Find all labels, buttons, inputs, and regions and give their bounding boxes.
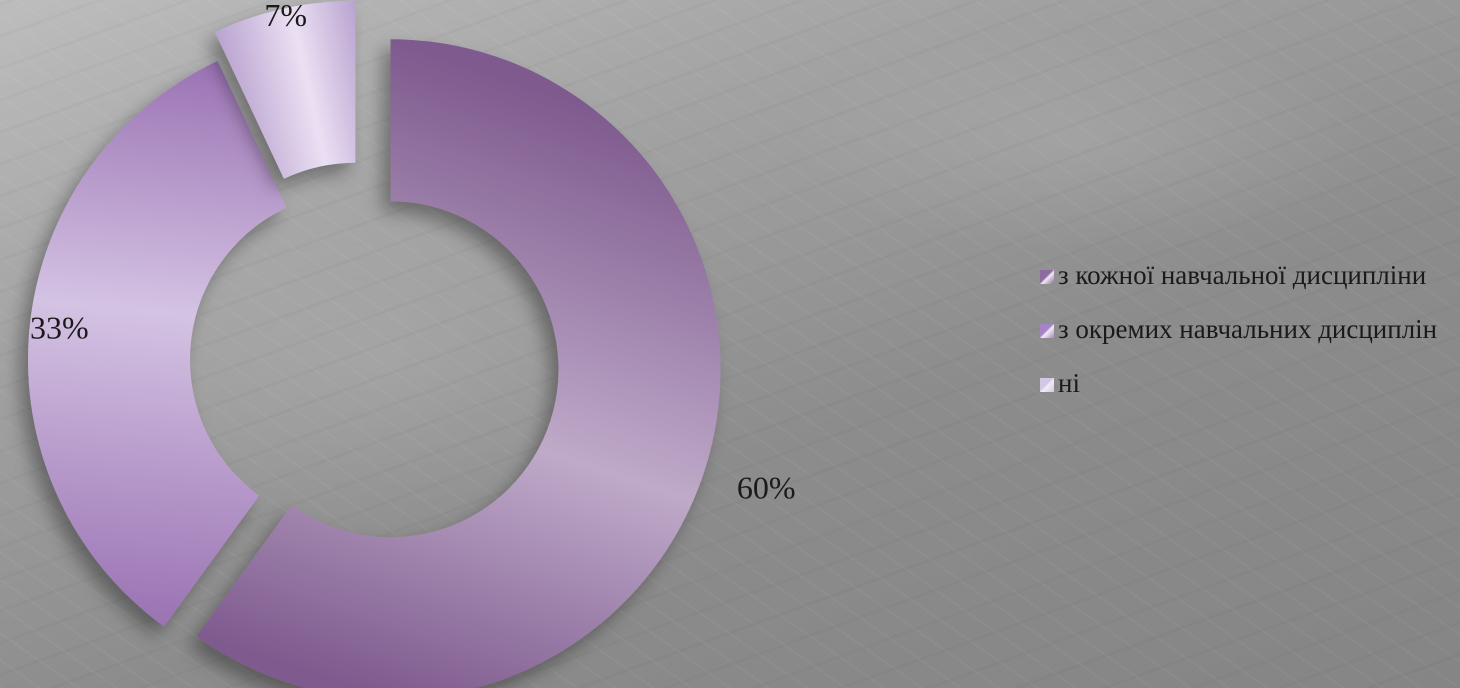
legend-item-no: ні [1040,366,1450,400]
legend-swatch-icon [1040,324,1054,338]
chart-legend: з кожної навчальної дисципліни з окремих… [1040,258,1450,420]
legend-label: ні [1058,368,1080,398]
slice-3 [214,0,356,179]
slice-value-label: 7% [264,0,307,33]
legend-item-each-discipline: з кожної навчальної дисципліни [1040,258,1450,292]
legend-swatch-icon [1040,270,1054,284]
slice-2 [28,61,287,627]
slice-value-label: 60% [737,470,796,506]
legend-item-some-disciplines: з окремих навчальних дисциплін [1040,312,1450,346]
chart-slices [28,0,721,688]
slice-1 [196,39,721,688]
slice-value-label: 33% [30,310,89,346]
legend-label: з окремих навчальних дисциплін [1058,314,1438,344]
legend-swatch-icon [1040,378,1054,392]
legend-label: з кожної навчальної дисципліни [1058,260,1427,290]
chart-data-labels: 60% 33% 7% [30,0,796,506]
